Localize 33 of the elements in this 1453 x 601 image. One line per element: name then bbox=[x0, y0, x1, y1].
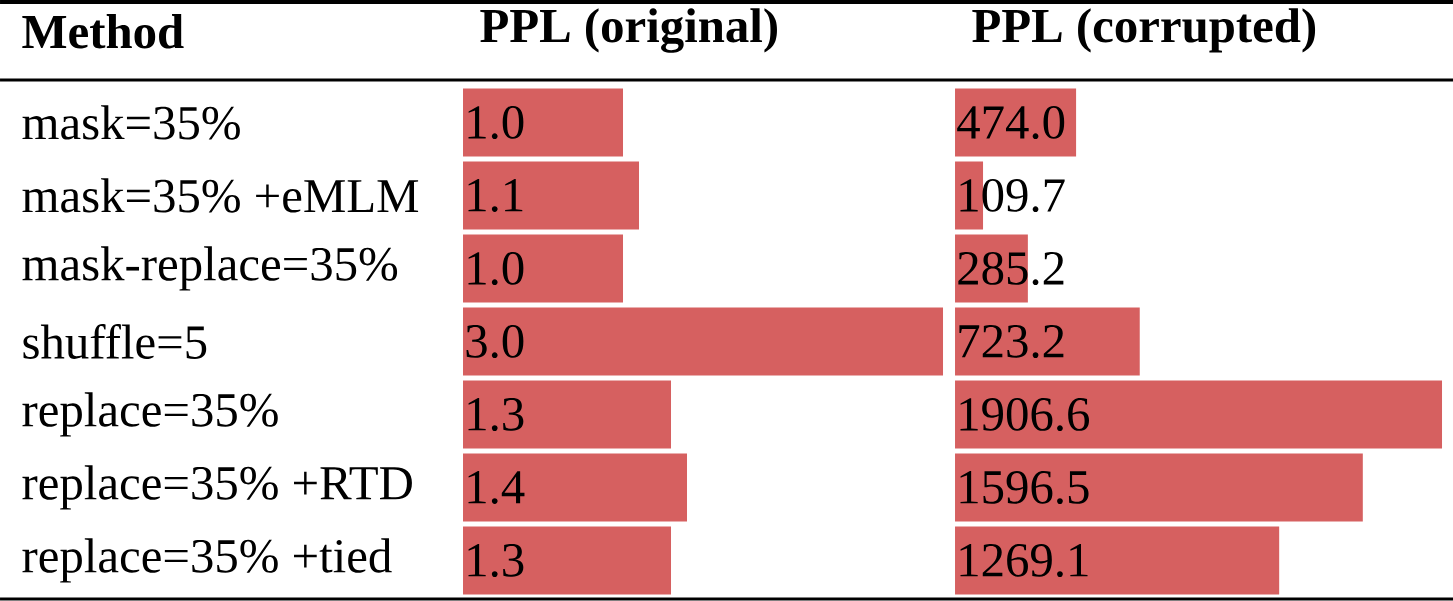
bar bbox=[955, 380, 1443, 449]
data-label: 3.0 bbox=[466, 324, 524, 359]
y-tick-label: mask-replace=35% bbox=[22, 246, 398, 291]
y-tick-label: shuffle=5 bbox=[23, 324, 207, 359]
chart-title: PPL (original) bbox=[480, 8, 777, 53]
data-label: 1.3 bbox=[468, 543, 524, 577]
y-tick-label: replace=35% +RTD bbox=[22, 465, 412, 510]
y-tick-label: replace=35% +tied bbox=[22, 538, 392, 583]
data-label: 1.3 bbox=[468, 398, 524, 431]
data-label: 1906.6 bbox=[960, 397, 1090, 432]
data-label: 1.4 bbox=[468, 471, 525, 504]
bar bbox=[463, 526, 672, 595]
y-tick-label: mask=35% +eMLM bbox=[22, 178, 419, 213]
bar bbox=[463, 307, 944, 376]
data-label: 474.0 bbox=[957, 105, 1065, 140]
bar bbox=[463, 453, 688, 522]
data-label: 1596.5 bbox=[960, 471, 1089, 504]
data-label: 723.2 bbox=[959, 325, 1064, 358]
data-label: 1269.1 bbox=[960, 543, 1088, 577]
bar bbox=[463, 380, 672, 449]
data-label: 1.0 bbox=[468, 251, 524, 286]
bar bbox=[955, 453, 1363, 522]
y-tick-label: mask=35% bbox=[22, 105, 240, 140]
bar bbox=[955, 307, 1140, 376]
chart-title: PPL (corrupted) bbox=[972, 8, 1316, 53]
data-label: 1.0 bbox=[468, 105, 524, 140]
bar bbox=[955, 526, 1280, 595]
bar bbox=[463, 161, 640, 230]
y-axis-title: Method bbox=[22, 14, 184, 49]
data-label: 1.1 bbox=[468, 179, 523, 212]
bar bbox=[463, 88, 624, 157]
bar bbox=[463, 234, 624, 303]
y-tick-label: replace=35% bbox=[22, 392, 278, 437]
